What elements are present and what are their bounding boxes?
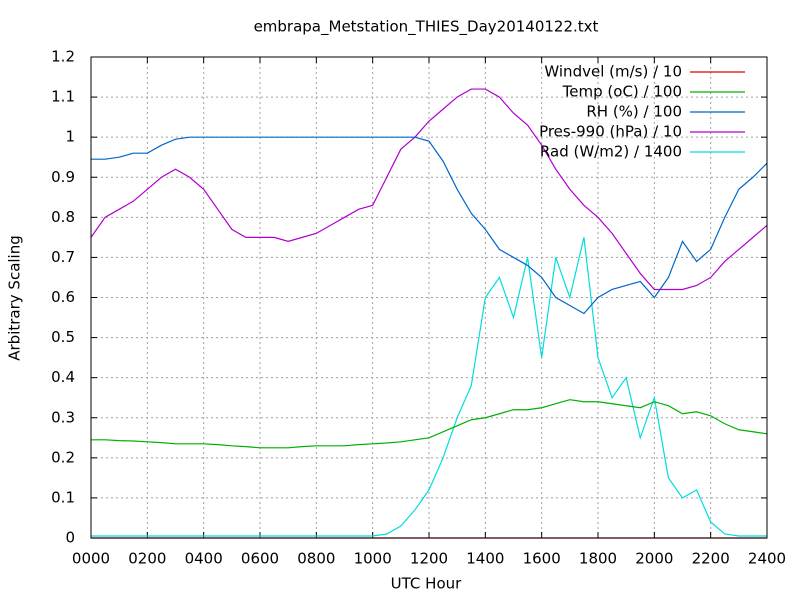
- x-axis-label: UTC Hour: [391, 575, 462, 593]
- x-tick-label: 0800: [297, 550, 335, 568]
- x-tick-label: 2000: [635, 550, 673, 568]
- x-tick-label: 0600: [241, 550, 279, 568]
- y-tick-label: 0.7: [51, 248, 75, 266]
- series-line: [90, 88, 768, 291]
- x-tick-label: 1800: [579, 550, 617, 568]
- x-tick-label: 0400: [185, 550, 223, 568]
- legend-label: Rad (W/m2) / 1400: [540, 143, 682, 161]
- series-line: [91, 136, 768, 315]
- x-tick-label: 2200: [692, 550, 730, 568]
- series-line: [91, 237, 767, 537]
- y-tick-label: 1.2: [51, 48, 75, 66]
- y-tick-label: 0: [65, 529, 75, 547]
- x-tick-label: 1600: [523, 550, 561, 568]
- legend-label: Temp (oC) / 100: [562, 83, 682, 101]
- y-tick-label: 0.6: [51, 288, 75, 306]
- x-tick-label: 1200: [410, 550, 448, 568]
- y-axis-label: Arbitrary Scaling: [6, 235, 24, 361]
- y-tick-label: 0.8: [51, 208, 75, 226]
- legend-label: Pres-990 (hPa) / 10: [539, 123, 682, 141]
- series-line: [91, 399, 768, 449]
- x-tick-label: 0000: [72, 550, 110, 568]
- y-tick-label: 0.5: [51, 328, 75, 346]
- y-tick-label: 0.2: [51, 448, 75, 466]
- y-tick-label: 1: [65, 128, 75, 146]
- y-tick-label: 0.1: [51, 488, 75, 506]
- x-tick-label: 2400: [748, 550, 786, 568]
- y-tick-label: 0.3: [51, 408, 75, 426]
- y-tick-label: 0.4: [51, 368, 75, 386]
- y-tick-label: 0.9: [51, 168, 75, 186]
- x-tick-label: 0200: [128, 550, 166, 568]
- x-tick-label: 1000: [354, 550, 392, 568]
- legend-label: RH (%) / 100: [586, 103, 682, 121]
- y-tick-label: 1.1: [51, 88, 75, 106]
- legend-label: Windvel (m/s) / 10: [544, 63, 682, 81]
- x-tick-label: 1400: [466, 550, 504, 568]
- plot-frame: [90, 56, 768, 539]
- chart-title: embrapa_Metstation_THIES_Day20140122.txt: [254, 18, 599, 37]
